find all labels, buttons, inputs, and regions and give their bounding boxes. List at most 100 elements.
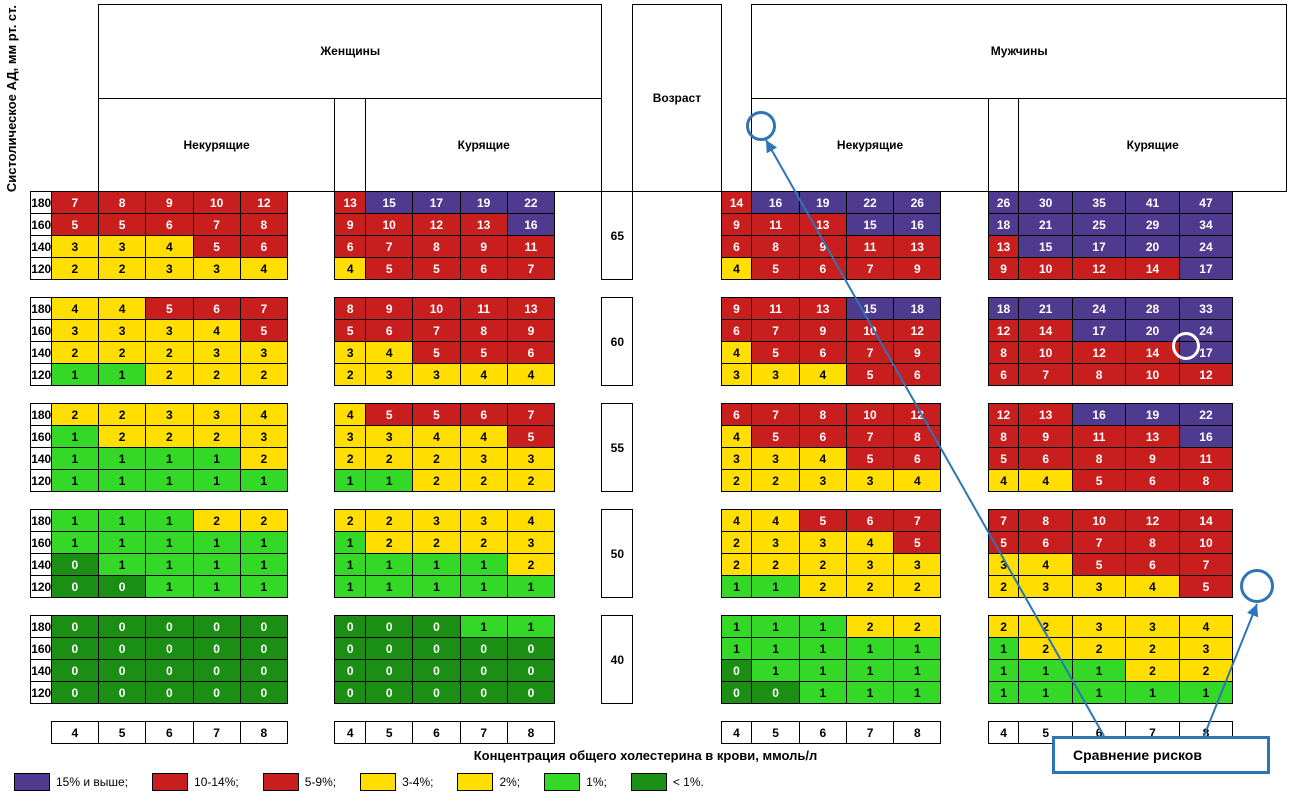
risk-cell: 6: [1126, 470, 1179, 492]
risk-cell: 3: [413, 364, 460, 386]
risk-cell: 4: [51, 298, 98, 320]
risk-cell: 1: [99, 470, 146, 492]
risk-cell: 6: [846, 510, 893, 532]
risk-cell: 0: [460, 638, 507, 660]
risk-cell: 1: [146, 532, 193, 554]
risk-cell: 5: [846, 364, 893, 386]
risk-cell: 0: [507, 638, 554, 660]
risk-cell: 5: [413, 404, 460, 426]
risk-cell: 13: [335, 192, 366, 214]
risk-cell: 2: [1019, 616, 1072, 638]
risk-cell: 2: [799, 554, 846, 576]
risk-cell: 9: [366, 298, 413, 320]
risk-cell: 7: [752, 320, 799, 342]
risk-cell: 2: [988, 576, 1019, 598]
risk-cell: 2: [721, 470, 752, 492]
risk-cell: 5: [752, 426, 799, 448]
risk-cell: 3: [721, 364, 752, 386]
score-risk-table: Систолическое АД, мм рт. ст.ЖенщиныВозра…: [4, 4, 1287, 744]
risk-cell: 17: [413, 192, 460, 214]
risk-cell: 1: [1126, 682, 1179, 704]
risk-cell: 1: [460, 554, 507, 576]
risk-cell: 12: [413, 214, 460, 236]
risk-cell: 8: [413, 236, 460, 258]
risk-cell: 2: [1179, 660, 1232, 682]
risk-cell: 1: [846, 638, 893, 660]
risk-cell: 9: [894, 258, 941, 280]
risk-cell: 2: [460, 532, 507, 554]
risk-cell: 7: [240, 298, 287, 320]
risk-cell: 3: [460, 448, 507, 470]
risk-cell: 0: [413, 638, 460, 660]
risk-cell: 8: [1179, 470, 1232, 492]
risk-cell: 1: [460, 576, 507, 598]
risk-cell: 4: [146, 236, 193, 258]
risk-cell: 4: [99, 298, 146, 320]
risk-cell: 5: [193, 236, 240, 258]
legend-swatch: [360, 773, 396, 791]
risk-cell: 1: [894, 638, 941, 660]
risk-cell: 1: [460, 616, 507, 638]
risk-cell: 5: [146, 298, 193, 320]
risk-cell: 3: [240, 342, 287, 364]
risk-cell: 6: [894, 364, 941, 386]
risk-cell: 3: [799, 470, 846, 492]
risk-cell: 1: [193, 554, 240, 576]
risk-cell: 13: [1126, 426, 1179, 448]
risk-cell: 7: [846, 426, 893, 448]
risk-cell: 4: [721, 426, 752, 448]
risk-cell: 1: [988, 638, 1019, 660]
age-label: 55: [602, 404, 633, 492]
risk-cell: 14: [1126, 342, 1179, 364]
risk-cell: 7: [1019, 364, 1072, 386]
legend-label: 1%;: [586, 775, 607, 789]
risk-cell: 1: [366, 470, 413, 492]
chol-label: 6: [413, 722, 460, 744]
risk-cell: 9: [894, 342, 941, 364]
risk-cell: 2: [99, 342, 146, 364]
risk-cell: 15: [366, 192, 413, 214]
risk-cell: 0: [366, 660, 413, 682]
risk-cell: 25: [1072, 214, 1125, 236]
risk-cell: 11: [752, 214, 799, 236]
bp-label: 120: [31, 470, 52, 492]
risk-cell: 0: [146, 638, 193, 660]
risk-cell: 0: [413, 682, 460, 704]
risk-cell: 1: [799, 682, 846, 704]
chol-label: 6: [799, 722, 846, 744]
risk-cell: 8: [988, 426, 1019, 448]
risk-cell: 15: [846, 214, 893, 236]
risk-cell: 3: [366, 426, 413, 448]
risk-cell: 4: [799, 448, 846, 470]
risk-cell: 1: [51, 532, 98, 554]
risk-cell: 15: [1019, 236, 1072, 258]
risk-cell: 2: [460, 470, 507, 492]
risk-cell: 7: [1179, 554, 1232, 576]
risk-cell: 6: [721, 236, 752, 258]
risk-cell: 0: [460, 660, 507, 682]
risk-cell: 0: [146, 616, 193, 638]
risk-cell: 10: [1179, 532, 1232, 554]
risk-cell: 3: [193, 342, 240, 364]
risk-cell: 13: [1019, 404, 1072, 426]
risk-cell: 1: [146, 448, 193, 470]
y-axis-label: Систолическое АД, мм рт. ст.: [4, 5, 19, 192]
risk-cell: 9: [1019, 426, 1072, 448]
risk-cell: 11: [752, 298, 799, 320]
risk-cell: 4: [240, 258, 287, 280]
risk-cell: 1: [99, 448, 146, 470]
risk-cell: 0: [721, 660, 752, 682]
risk-cell: 11: [460, 298, 507, 320]
risk-cell: 0: [99, 576, 146, 598]
risk-cell: 5: [51, 214, 98, 236]
risk-cell: 4: [413, 426, 460, 448]
bp-label: 160: [31, 532, 52, 554]
risk-cell: 2: [413, 532, 460, 554]
legend-label: 2%;: [499, 775, 520, 789]
risk-cell: 8: [335, 298, 366, 320]
risk-cell: 3: [1126, 616, 1179, 638]
risk-cell: 24: [1179, 320, 1232, 342]
legend-swatch: [152, 773, 188, 791]
risk-cell: 1: [366, 554, 413, 576]
risk-cell: 0: [366, 638, 413, 660]
